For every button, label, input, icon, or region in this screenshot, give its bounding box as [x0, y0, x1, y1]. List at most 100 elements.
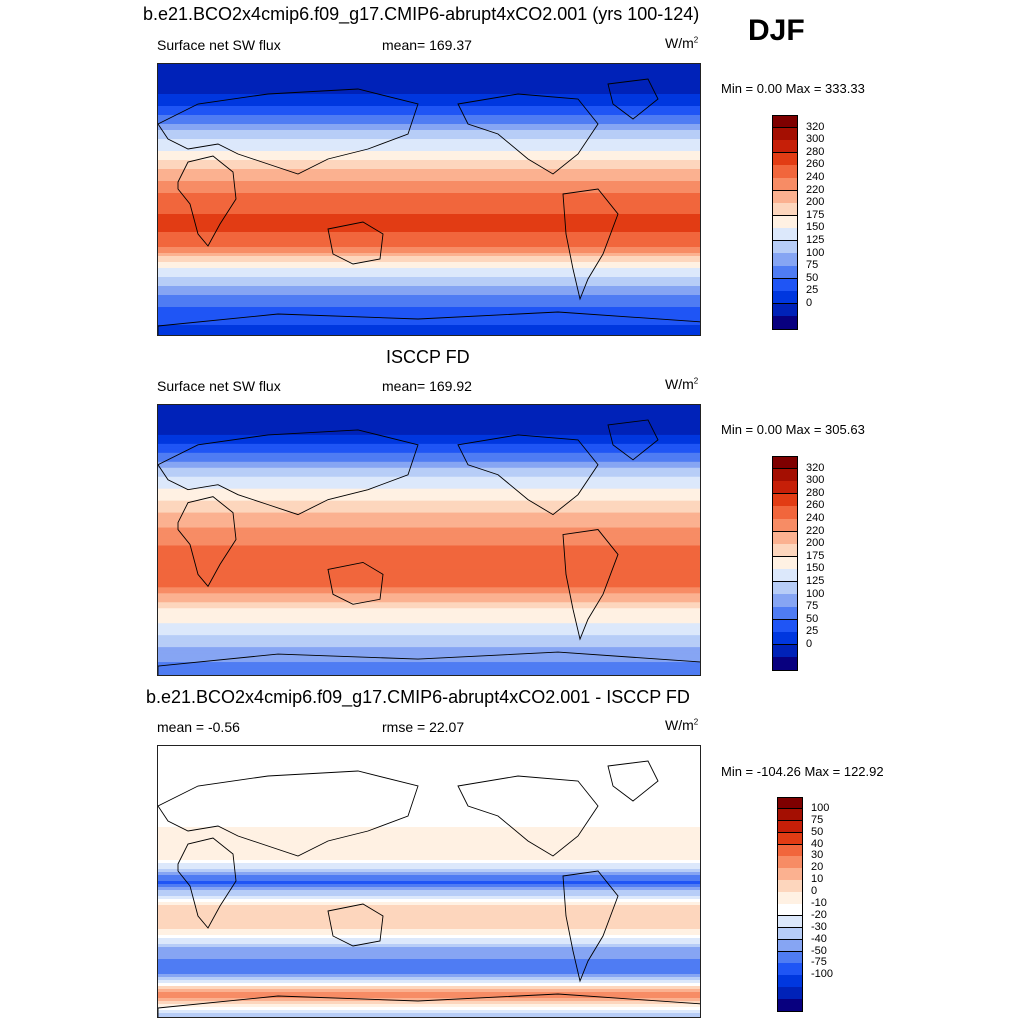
contour-band [158, 202, 700, 206]
colorbar-tick-label: 320 [806, 461, 825, 474]
contour-band [158, 458, 700, 463]
contour-band [158, 818, 700, 822]
panel2-units-label: W/m2 [665, 376, 699, 392]
colorbar-box [772, 544, 798, 558]
contour-band [158, 142, 700, 146]
coastline [158, 993, 700, 1017]
contour-band [158, 94, 700, 98]
panel3-map [157, 745, 701, 1018]
colorbar-box [772, 140, 798, 154]
colorbar-box [777, 820, 803, 834]
colorbar-box [772, 556, 798, 570]
colorbar-tick-label: 30 [811, 849, 824, 862]
contour-band [158, 995, 700, 999]
panel3-units-label: W/m2 [665, 717, 699, 733]
contour-band [158, 494, 700, 499]
contour-band [158, 280, 700, 284]
contour-band [158, 572, 700, 577]
contour-band [158, 187, 700, 191]
contour-band [158, 148, 700, 152]
contour-band [158, 455, 700, 460]
colorbar-box [777, 915, 803, 929]
contour-band [158, 614, 700, 619]
colorbar-box [777, 939, 803, 953]
contour-band [158, 569, 700, 574]
colorbar-box [777, 975, 803, 988]
contour-band [158, 854, 700, 858]
contour-band [158, 289, 700, 293]
contour-band [158, 749, 700, 753]
contour-band [158, 974, 700, 978]
contour-band [158, 911, 700, 915]
coastline [177, 155, 237, 247]
coastline [457, 434, 599, 516]
colorbar-tick-label: 220 [806, 524, 825, 537]
contour-band [158, 557, 700, 562]
contour-band [158, 896, 700, 900]
contour-band [158, 965, 700, 969]
contour-band [158, 244, 700, 248]
contour-band [158, 328, 700, 332]
contour-band [158, 115, 700, 119]
contour-band [158, 407, 700, 412]
panel1-minmax: Min = 0.00 Max = 333.33 [721, 81, 865, 96]
contour-band [158, 953, 700, 957]
contour-band [158, 286, 700, 290]
contour-band [158, 890, 700, 894]
colorbar-tick-label: 260 [806, 499, 825, 512]
panel3-rmse-label: rmse = 22.07 [382, 719, 465, 735]
contour-band [158, 635, 700, 639]
contour-band [158, 626, 700, 630]
contour-band [158, 1001, 700, 1005]
contour-band [158, 902, 700, 906]
contour-band [158, 785, 700, 789]
contour-band [158, 145, 700, 149]
contour-band [158, 758, 700, 762]
contour-band [158, 97, 700, 101]
contour-band [158, 560, 700, 565]
coastline [158, 770, 419, 857]
colorbar-box [777, 880, 803, 893]
contour-band [158, 833, 700, 837]
contour-band [158, 893, 700, 897]
contour-band [158, 827, 700, 831]
colorbar-box [777, 951, 803, 965]
contour-band [158, 788, 700, 792]
contour-band [158, 926, 700, 930]
colorbar-tick-label: 280 [806, 486, 825, 499]
contour-band [158, 91, 700, 95]
colorbar-box [772, 190, 798, 204]
colorbar-tick-label: 10 [811, 873, 824, 886]
colorbar-tick-label: 150 [806, 221, 825, 234]
contour-band [158, 73, 700, 77]
contour-band [158, 620, 700, 624]
coastline [327, 221, 384, 265]
colorbar-tick-label: 240 [806, 511, 825, 524]
coastline [327, 903, 384, 947]
contour-band [158, 452, 700, 457]
contour-band [158, 545, 700, 550]
colorbar-box [772, 506, 798, 520]
contour-band [158, 405, 700, 409]
contour-band [158, 292, 700, 296]
contour-band [158, 533, 700, 538]
colorbar-tick-label: 20 [811, 861, 824, 874]
contour-band [158, 935, 700, 939]
colorbar-box [772, 594, 798, 608]
contour-band [158, 184, 700, 188]
colorbar-box [772, 152, 798, 166]
contour-band [158, 256, 700, 260]
contour-band [158, 899, 700, 903]
contour-band [158, 590, 700, 595]
contour-band [158, 271, 700, 275]
contour-band [158, 986, 700, 990]
contour-band [158, 773, 700, 777]
contour-band [158, 674, 700, 675]
contour-band [158, 623, 700, 627]
panel1-map [157, 63, 701, 336]
contour-band [158, 767, 700, 771]
contour-band [158, 112, 700, 116]
contour-band [158, 977, 700, 981]
contour-band [158, 226, 700, 230]
contour-band [158, 869, 700, 873]
